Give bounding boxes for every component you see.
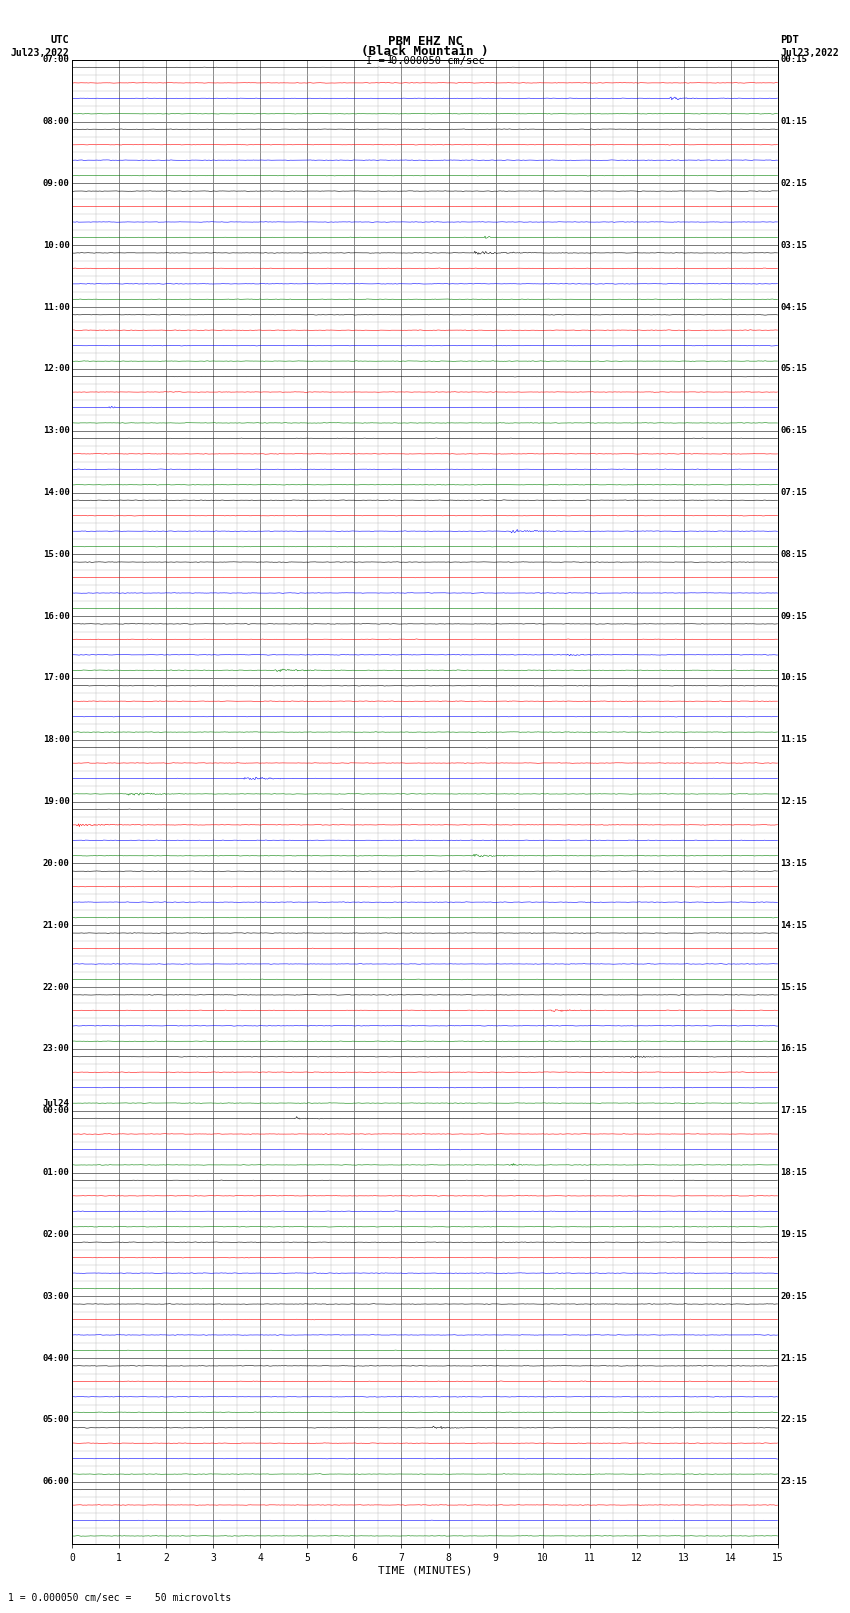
Text: 08:00: 08:00	[42, 118, 70, 126]
Text: 05:00: 05:00	[42, 1416, 70, 1424]
Text: Jul23,2022: Jul23,2022	[780, 48, 839, 58]
Text: 10:15: 10:15	[780, 674, 808, 682]
Text: 20:15: 20:15	[780, 1292, 808, 1300]
Text: 18:00: 18:00	[42, 736, 70, 744]
Text: 05:15: 05:15	[780, 365, 808, 373]
Text: 23:00: 23:00	[42, 1045, 70, 1053]
Text: 20:00: 20:00	[42, 860, 70, 868]
Text: I = 0.000050 cm/sec: I = 0.000050 cm/sec	[366, 56, 484, 66]
Text: 14:15: 14:15	[780, 921, 808, 929]
Text: 13:00: 13:00	[42, 426, 70, 436]
Text: 07:00: 07:00	[42, 55, 70, 65]
Text: 22:15: 22:15	[780, 1416, 808, 1424]
Text: PBM EHZ NC: PBM EHZ NC	[388, 35, 462, 48]
Text: 09:00: 09:00	[42, 179, 70, 187]
Text: 07:15: 07:15	[780, 489, 808, 497]
Text: UTC: UTC	[51, 35, 70, 45]
Text: 17:15: 17:15	[780, 1107, 808, 1115]
Text: 15:15: 15:15	[780, 982, 808, 992]
Text: 19:00: 19:00	[42, 797, 70, 806]
Text: 00:15: 00:15	[780, 55, 808, 65]
Text: 1 = 0.000050 cm/sec =    50 microvolts: 1 = 0.000050 cm/sec = 50 microvolts	[8, 1594, 232, 1603]
Text: 21:15: 21:15	[780, 1353, 808, 1363]
Text: 04:00: 04:00	[42, 1353, 70, 1363]
Text: Jul23,2022: Jul23,2022	[11, 48, 70, 58]
Text: 22:00: 22:00	[42, 982, 70, 992]
Text: 09:15: 09:15	[780, 611, 808, 621]
Text: Jul24: Jul24	[42, 1098, 70, 1108]
Text: 01:15: 01:15	[780, 118, 808, 126]
Text: 18:15: 18:15	[780, 1168, 808, 1177]
Text: 13:15: 13:15	[780, 860, 808, 868]
Text: 15:00: 15:00	[42, 550, 70, 558]
Text: 02:15: 02:15	[780, 179, 808, 187]
Text: 00:00: 00:00	[42, 1107, 70, 1115]
Text: 12:15: 12:15	[780, 797, 808, 806]
Text: (Black Mountain ): (Black Mountain )	[361, 45, 489, 58]
X-axis label: TIME (MINUTES): TIME (MINUTES)	[377, 1566, 473, 1576]
Text: 04:15: 04:15	[780, 303, 808, 311]
Text: 01:00: 01:00	[42, 1168, 70, 1177]
Text: 03:15: 03:15	[780, 240, 808, 250]
Text: 16:00: 16:00	[42, 611, 70, 621]
Text: 12:00: 12:00	[42, 365, 70, 373]
Text: 10:00: 10:00	[42, 240, 70, 250]
Text: 14:00: 14:00	[42, 489, 70, 497]
Text: 02:00: 02:00	[42, 1231, 70, 1239]
Text: 06:00: 06:00	[42, 1478, 70, 1486]
Text: 11:15: 11:15	[780, 736, 808, 744]
Text: 17:00: 17:00	[42, 674, 70, 682]
Text: 23:15: 23:15	[780, 1478, 808, 1486]
Text: PDT: PDT	[780, 35, 799, 45]
Text: 08:15: 08:15	[780, 550, 808, 558]
Text: 19:15: 19:15	[780, 1231, 808, 1239]
Text: 06:15: 06:15	[780, 426, 808, 436]
Text: 16:15: 16:15	[780, 1045, 808, 1053]
Text: 21:00: 21:00	[42, 921, 70, 929]
Text: 03:00: 03:00	[42, 1292, 70, 1300]
Text: 11:00: 11:00	[42, 303, 70, 311]
Text: I: I	[387, 55, 394, 65]
